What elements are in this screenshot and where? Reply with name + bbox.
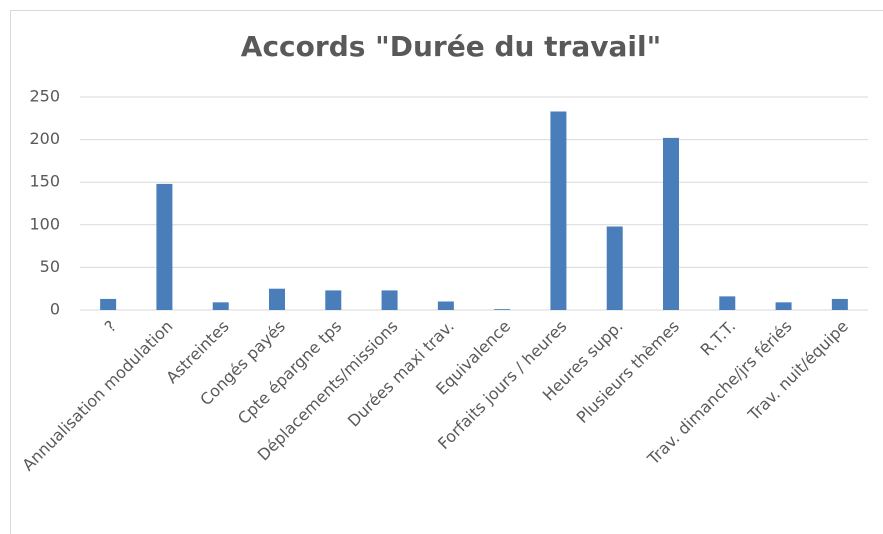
bar	[212, 302, 229, 310]
bar	[719, 296, 736, 310]
y-tick-label: 250	[29, 87, 60, 106]
y-tick-label: 0	[50, 300, 60, 319]
chart-title: Accords "Durée du travail"	[241, 30, 661, 63]
bar	[100, 298, 117, 310]
bar	[663, 137, 679, 310]
bar	[156, 183, 173, 310]
bar	[831, 298, 848, 310]
bar	[494, 309, 511, 310]
bar	[606, 226, 623, 310]
bar	[550, 111, 567, 310]
y-tick-label: 100	[29, 214, 60, 233]
bar	[325, 290, 342, 310]
bar	[269, 288, 285, 310]
y-tick-label: 150	[29, 172, 60, 191]
bar	[381, 290, 398, 310]
chart-frame	[10, 10, 883, 534]
y-tick-label: 200	[29, 129, 60, 148]
bar	[775, 302, 792, 310]
y-tick-label: 50	[40, 257, 60, 276]
bar	[437, 301, 454, 310]
